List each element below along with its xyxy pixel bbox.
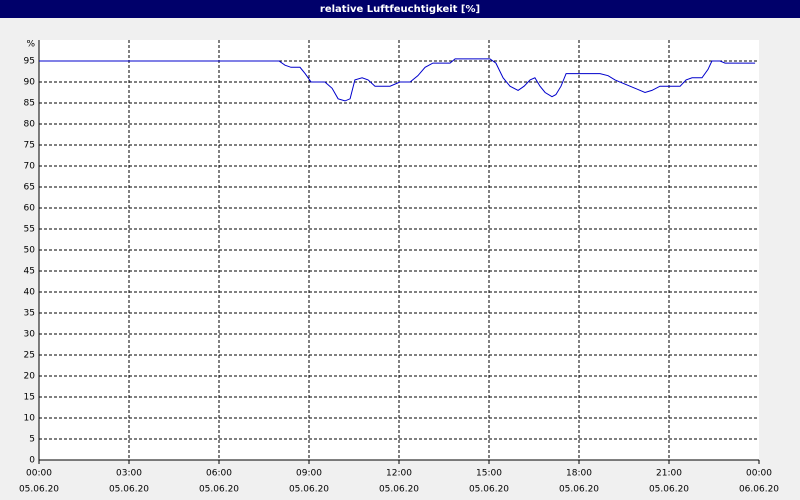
y-tick-label: 85	[24, 99, 35, 109]
y-tick-label: 45	[24, 267, 35, 277]
x-tick-date: 05.06.20	[559, 485, 599, 495]
x-tick-label: 09:00	[296, 469, 322, 479]
x-tick-label: 00:00	[746, 469, 772, 479]
chart-title: relative Luftfeuchtigkeit [%]	[320, 4, 480, 15]
data-line	[39, 58, 756, 102]
x-tick-label: 00:00	[26, 469, 52, 479]
y-tick-label: 70	[24, 162, 36, 172]
x-tick-label: 06:00	[206, 469, 232, 479]
y-tick-label: 95	[24, 57, 35, 67]
y-tick-label: 35	[24, 309, 35, 319]
x-tick-date: 05.06.20	[199, 485, 239, 495]
y-tick-label: 75	[24, 141, 35, 151]
x-tick-date: 05.06.20	[649, 485, 689, 495]
y-tick-label: 20	[24, 372, 36, 382]
x-tick-date: 05.06.20	[379, 485, 419, 495]
y-unit: %	[26, 40, 35, 50]
y-tick-label: 15	[24, 393, 35, 403]
x-tick-label: 03:00	[116, 469, 142, 479]
x-tick-label: 21:00	[656, 469, 682, 479]
x-tick-date: 05.06.20	[109, 485, 149, 495]
y-tick-label: 90	[24, 78, 36, 88]
x-tick-date: 05.06.20	[469, 485, 509, 495]
y-tick-label: 60	[24, 204, 36, 214]
x-tick-label: 18:00	[566, 469, 592, 479]
y-tick-label: 25	[24, 351, 35, 361]
x-tick-date: 05.06.20	[19, 485, 59, 495]
y-tick-label: 55	[24, 225, 35, 235]
y-tick-label: 50	[24, 246, 36, 256]
y-tick-label: 40	[24, 288, 36, 298]
y-tick-label: 10	[24, 414, 36, 424]
x-tick-date: 06.06.20	[739, 485, 779, 495]
x-tick-label: 12:00	[386, 469, 412, 479]
x-tick-date: 05.06.20	[289, 485, 329, 495]
y-tick-label: 0	[29, 456, 35, 466]
title-bar	[0, 0, 800, 18]
y-tick-label: 30	[24, 330, 36, 340]
y-tick-label: 5	[29, 435, 35, 445]
y-tick-label: 65	[24, 183, 35, 193]
y-tick-label: 80	[24, 120, 36, 130]
x-tick-label: 15:00	[476, 469, 502, 479]
